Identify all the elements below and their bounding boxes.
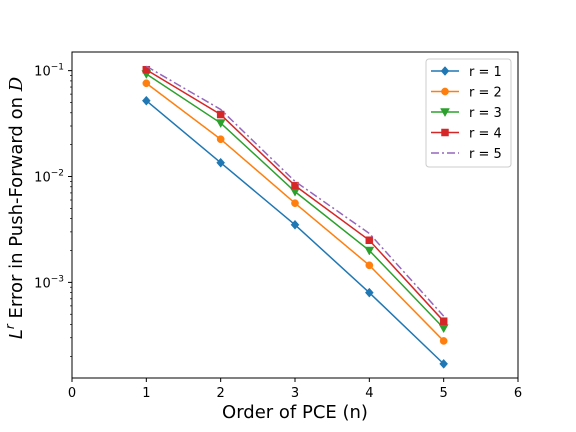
- x-tick-label: 0: [68, 386, 76, 401]
- data-point: [365, 236, 374, 245]
- data-point: [364, 287, 374, 298]
- data-point: [438, 324, 449, 334]
- data-point: [364, 246, 375, 256]
- legend-item: r = 3: [431, 106, 502, 121]
- y-tick-label-base: 10: [34, 171, 51, 186]
- y-axis-label-main: L: [6, 329, 27, 339]
- series-layer: [141, 65, 449, 369]
- x-tick-label: 1: [142, 386, 150, 401]
- y-tick-label-exponent: −2: [51, 169, 64, 179]
- y-axis-label-script: D: [6, 76, 27, 92]
- y-axis-label: Lr Error in Push-Forward on D: [3, 76, 27, 339]
- data-point: [291, 181, 299, 190]
- data-point: [365, 261, 374, 270]
- legend-label: r = 3: [469, 106, 502, 121]
- x-tick-label: 6: [514, 386, 522, 401]
- data-point: [216, 110, 225, 119]
- legend-marker: [440, 66, 450, 76]
- data-point: [439, 337, 448, 345]
- series-line: [145, 82, 445, 342]
- y-tick-label-exponent: −1: [51, 63, 64, 73]
- y-tick-label: 10−3: [34, 274, 64, 291]
- y-tick-label-base: 10: [34, 276, 51, 291]
- legend-label: r = 2: [469, 86, 502, 101]
- legend-box: [425, 58, 512, 168]
- x-axis: 0 1 2 3 4 5 6: [68, 378, 522, 401]
- data-point: [142, 79, 151, 88]
- data-point: [216, 135, 225, 144]
- legend-label: r = 5: [469, 147, 502, 162]
- data-point: [290, 219, 300, 230]
- x-axis-label: Order of PCE (n): [222, 402, 368, 423]
- data-point: [142, 65, 151, 74]
- legend-label: r = 1: [469, 65, 502, 80]
- x-tick-label: 2: [217, 386, 225, 401]
- legend-marker: [441, 128, 449, 137]
- x-tick-label: 5: [440, 386, 448, 401]
- data-point: [216, 157, 226, 168]
- y-axis-label-rest: Error in Push-Forward on: [6, 91, 27, 324]
- y-tick-label: 10−1: [34, 63, 64, 80]
- x-tick-label: 3: [291, 386, 299, 401]
- data-point: [141, 95, 151, 106]
- legend-item: r = 5: [431, 147, 502, 162]
- legend-item: r = 2: [431, 86, 502, 101]
- series-2: [142, 79, 448, 345]
- data-point: [215, 119, 226, 129]
- legend-label: r = 4: [469, 127, 502, 142]
- legend-marker: [441, 87, 449, 96]
- legend-marker: [440, 108, 450, 118]
- y-axis-label-sup: r: [3, 323, 17, 329]
- series-4: [142, 65, 448, 325]
- y-tick-label: 10−2: [34, 169, 64, 186]
- data-point: [291, 199, 299, 208]
- series-line: [145, 100, 445, 365]
- legend-item: r = 4: [431, 127, 502, 142]
- y-axis: 10−110−210−3: [34, 63, 72, 357]
- data-point: [439, 317, 448, 325]
- y-tick-label-exponent: −3: [51, 274, 64, 284]
- x-tick-label: 4: [365, 386, 373, 401]
- data-point: [439, 358, 449, 369]
- series-1: [141, 95, 449, 369]
- y-tick-label-base: 10: [34, 65, 51, 80]
- legend-item: r = 1: [431, 65, 502, 80]
- legend: r = 1 r = 2 r = 3 r = 4 r = 5: [425, 58, 512, 168]
